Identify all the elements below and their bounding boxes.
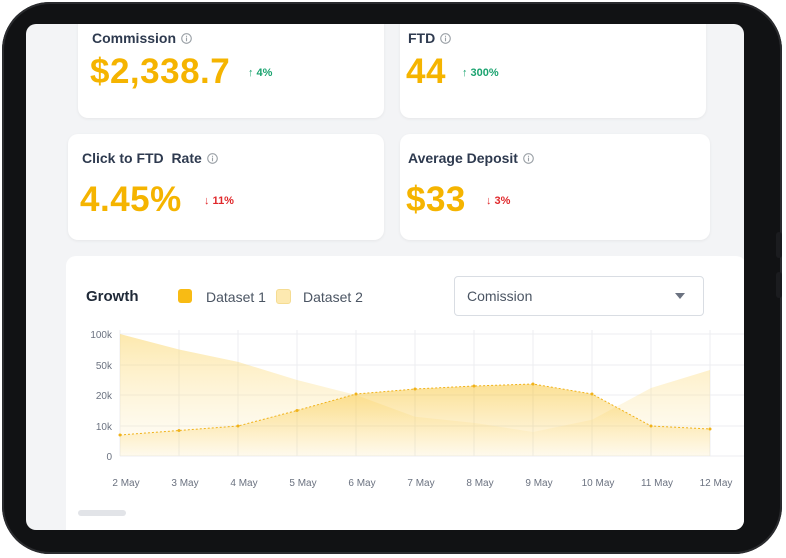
dashboard-screen: Commission $2,338.7 ↑ 4% FTD 44 ↑ 300% C… bbox=[26, 24, 744, 530]
card-delta: ↓ 3% bbox=[486, 195, 511, 207]
data-point bbox=[177, 429, 181, 432]
y-tick-label: 100k bbox=[90, 330, 113, 341]
data-point bbox=[649, 424, 653, 428]
average-deposit-card: Average Deposit $33 ↓ 3% bbox=[400, 134, 710, 240]
card-value: 4.45% bbox=[80, 180, 182, 219]
card-value: $2,338.7 bbox=[90, 52, 231, 91]
card-delta: ↓ 11% bbox=[204, 195, 234, 207]
data-point bbox=[236, 424, 240, 428]
y-tick-label: 10k bbox=[96, 422, 113, 433]
card-title: Commission bbox=[92, 30, 192, 46]
data-point bbox=[118, 433, 122, 437]
info-icon[interactable] bbox=[523, 152, 534, 164]
x-tick-label: 11 May bbox=[641, 478, 673, 489]
info-icon[interactable] bbox=[206, 152, 218, 164]
info-icon[interactable] bbox=[440, 32, 452, 44]
legend-label-dataset-1[interactable]: Dataset 1 bbox=[206, 289, 266, 305]
x-tick-label: 8 May bbox=[466, 478, 493, 489]
data-point bbox=[472, 384, 476, 388]
data-point bbox=[295, 409, 299, 412]
side-button bbox=[776, 272, 782, 298]
card-title: FTD bbox=[408, 30, 452, 46]
metric-select-value: Comission bbox=[467, 288, 533, 304]
x-tick-label: 6 May bbox=[348, 478, 375, 489]
card-title: Click to FTD Rate bbox=[82, 150, 218, 166]
commission-card: Commission $2,338.7 ↑ 4% bbox=[78, 24, 384, 118]
info-icon[interactable] bbox=[181, 32, 192, 44]
series-area-1 bbox=[120, 384, 710, 456]
y-tick-label: 50k bbox=[96, 361, 113, 372]
side-button bbox=[776, 232, 782, 258]
x-tick-label: 4 May bbox=[230, 478, 257, 489]
series-line-1 bbox=[119, 383, 711, 436]
legend-swatch-dataset-2[interactable] bbox=[276, 289, 291, 304]
card-value: 44 bbox=[406, 52, 446, 91]
x-tick-label: 9 May bbox=[525, 478, 552, 489]
y-tick-label: 20k bbox=[96, 391, 113, 402]
data-point bbox=[531, 382, 535, 386]
chart-title: Growth bbox=[86, 288, 139, 305]
x-tick-label: 7 May bbox=[407, 478, 434, 489]
horizontal-scrollbar[interactable] bbox=[78, 510, 126, 516]
card-value: $33 bbox=[406, 180, 466, 219]
card-delta: ↑ 4% bbox=[248, 67, 273, 79]
growth-chart: 0 10k 20k 50k 100k 2 May 3 May 4 May 5 May 6 May 7… bbox=[90, 330, 744, 489]
x-tick-label: 10 May bbox=[582, 478, 615, 489]
legend-label-dataset-2[interactable]: Dataset 2 bbox=[303, 289, 363, 305]
card-title-label: Average Deposit bbox=[408, 150, 518, 166]
chevron-down-icon bbox=[675, 293, 685, 299]
data-point bbox=[590, 392, 594, 396]
x-tick-label: 12 May bbox=[700, 478, 733, 489]
card-title-label: Click to FTD Rate bbox=[82, 150, 202, 166]
x-tick-label: 3 May bbox=[171, 478, 198, 489]
card-title-label: Commission bbox=[92, 30, 177, 46]
growth-chart-card: Growth Dataset 1 Dataset 2 Comission 0 10… bbox=[66, 256, 744, 530]
card-delta: ↑ 300% bbox=[462, 67, 499, 79]
metric-select[interactable]: Comission bbox=[454, 276, 704, 316]
x-tick-label: 2 May bbox=[112, 478, 139, 489]
data-point bbox=[413, 387, 417, 391]
data-point bbox=[708, 427, 712, 431]
y-tick-label: 0 bbox=[106, 452, 112, 463]
x-tick-label: 5 May bbox=[289, 478, 316, 489]
card-title-label: FTD bbox=[408, 30, 436, 46]
ftd-card: FTD 44 ↑ 300% bbox=[400, 24, 706, 118]
data-point bbox=[354, 392, 358, 396]
legend-swatch-dataset-1[interactable] bbox=[178, 289, 192, 303]
card-title: Average Deposit bbox=[408, 150, 534, 166]
click-to-ftd-rate-card: Click to FTD Rate 4.45% ↓ 11% bbox=[68, 134, 384, 240]
